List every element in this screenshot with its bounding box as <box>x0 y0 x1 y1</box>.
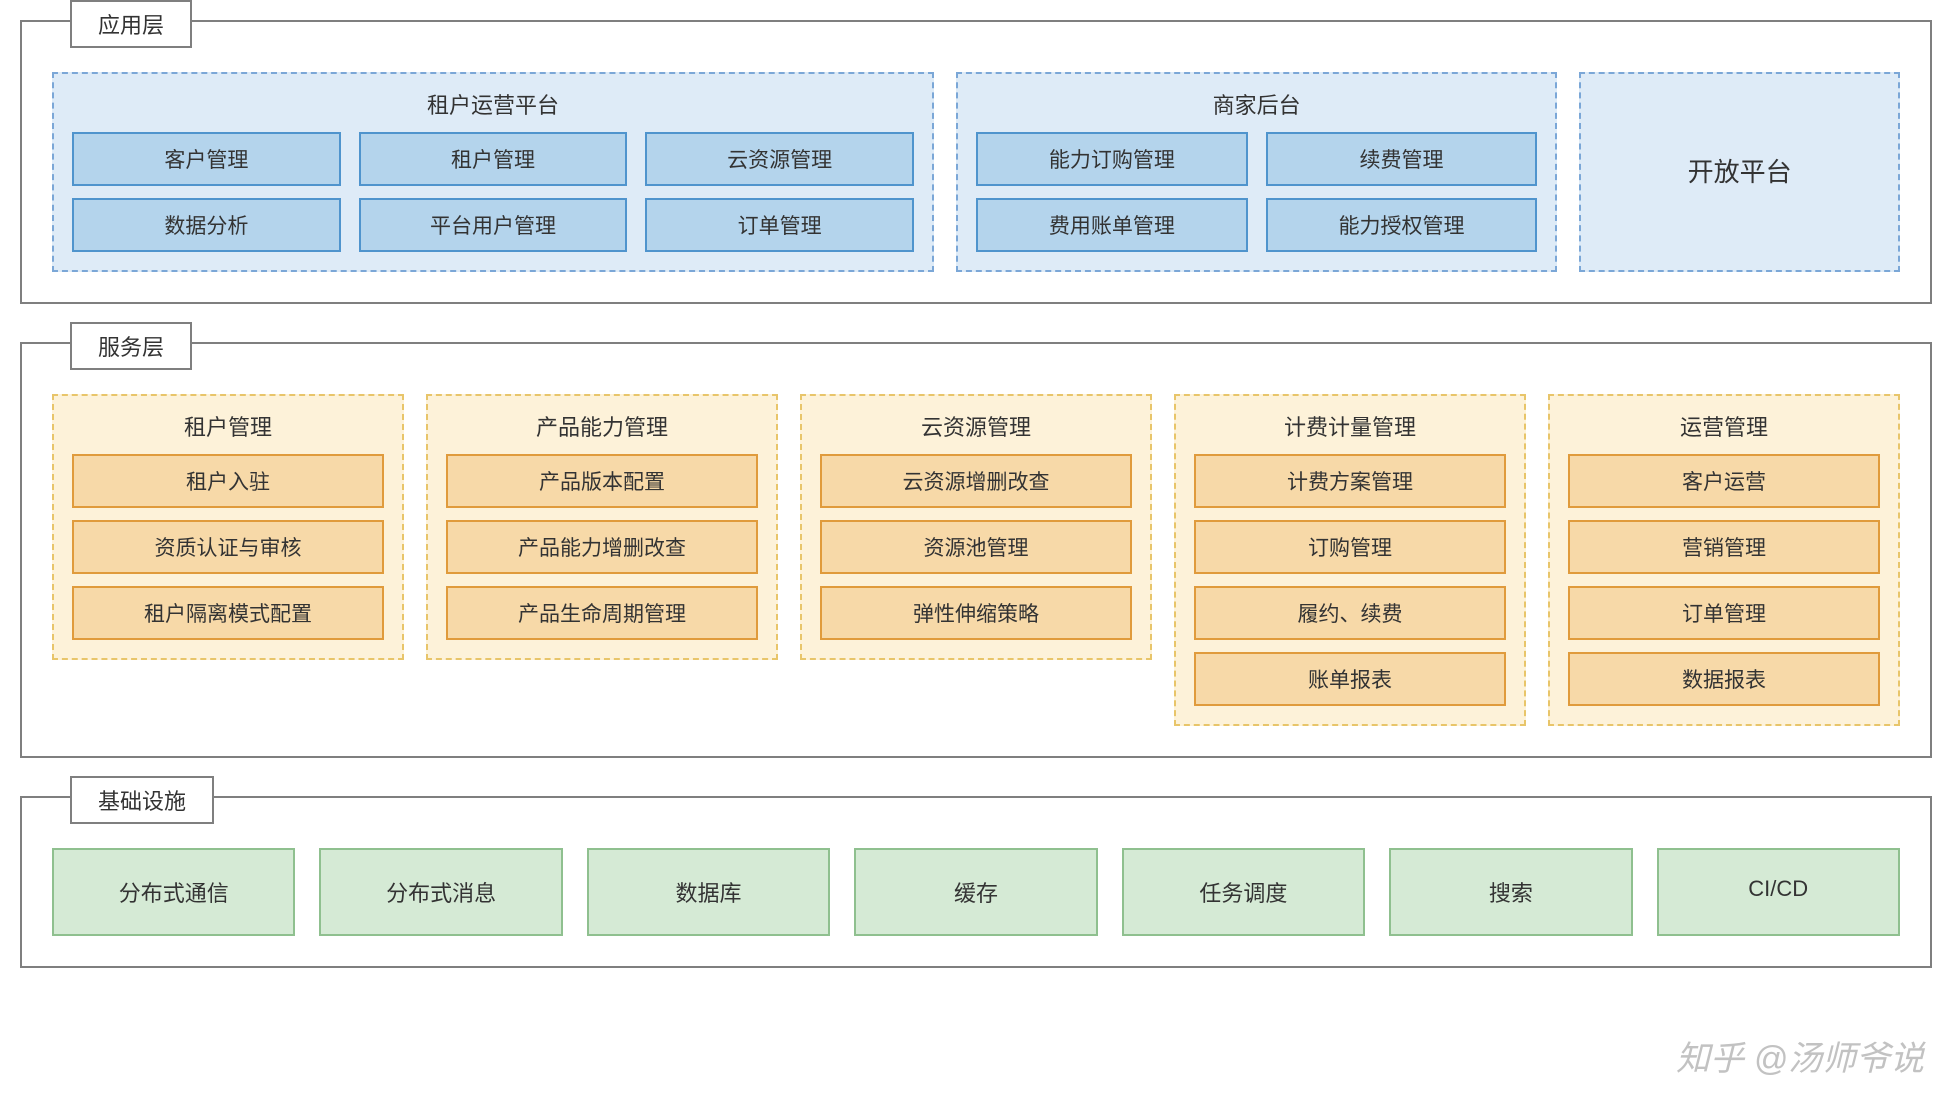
app-cell: 能力订购管理 <box>976 132 1248 186</box>
app-cell: 数据分析 <box>72 198 341 252</box>
group-tenant-ops: 租户运营平台 客户管理 租户管理 云资源管理 数据分析 平台用户管理 订单管理 <box>52 72 934 272</box>
group-tenant-ops-title: 租户运营平台 <box>72 88 914 120</box>
group-ops-mgmt: 运营管理 客户运营 营销管理 订单管理 数据报表 <box>1548 394 1900 726</box>
group-open-platform-title: 开放平台 <box>1688 152 1792 189</box>
svc-cell: 资质认证与审核 <box>72 520 384 574</box>
group-merchant-backend: 商家后台 能力订购管理 续费管理 费用账单管理 能力授权管理 <box>956 72 1557 272</box>
infra-cell: 缓存 <box>854 848 1097 936</box>
group-merchant-backend-title: 商家后台 <box>976 88 1537 120</box>
application-groups-row: 租户运营平台 客户管理 租户管理 云资源管理 数据分析 平台用户管理 订单管理 … <box>52 72 1900 272</box>
group-billing: 计费计量管理 计费方案管理 订购管理 履约、续费 账单报表 <box>1174 394 1526 726</box>
svc-cell: 产品能力增删改查 <box>446 520 758 574</box>
service-groups-row: 租户管理 租户入驻 资质认证与审核 租户隔离模式配置 产品能力管理 产品版本配置… <box>52 394 1900 726</box>
app-cell: 租户管理 <box>359 132 628 186</box>
service-layer: 服务层 租户管理 租户入驻 资质认证与审核 租户隔离模式配置 产品能力管理 产品… <box>20 342 1932 758</box>
svc-cell: 产品生命周期管理 <box>446 586 758 640</box>
app-cell: 订单管理 <box>645 198 914 252</box>
app-cell: 费用账单管理 <box>976 198 1248 252</box>
app-cell: 平台用户管理 <box>359 198 628 252</box>
svc-cell: 订单管理 <box>1568 586 1880 640</box>
svc-cell: 云资源增删改查 <box>820 454 1132 508</box>
svc-cell: 计费方案管理 <box>1194 454 1506 508</box>
infra-cell: CI/CD <box>1657 848 1900 936</box>
app-cell: 续费管理 <box>1266 132 1538 186</box>
infra-cell: 分布式消息 <box>319 848 562 936</box>
svc-cell: 账单报表 <box>1194 652 1506 706</box>
group-billing-title: 计费计量管理 <box>1194 410 1506 442</box>
infra-cell: 数据库 <box>587 848 830 936</box>
infra-row: 分布式通信 分布式消息 数据库 缓存 任务调度 搜索 CI/CD <box>52 848 1900 936</box>
svc-cell: 弹性伸缩策略 <box>820 586 1132 640</box>
app-cell: 云资源管理 <box>645 132 914 186</box>
svc-cell: 客户运营 <box>1568 454 1880 508</box>
infra-cell: 任务调度 <box>1122 848 1365 936</box>
application-layer-label: 应用层 <box>70 0 192 48</box>
infra-layer: 基础设施 分布式通信 分布式消息 数据库 缓存 任务调度 搜索 CI/CD <box>20 796 1932 968</box>
service-layer-label: 服务层 <box>70 322 192 370</box>
group-tenant-mgmt: 租户管理 租户入驻 资质认证与审核 租户隔离模式配置 <box>52 394 404 660</box>
svc-cell: 订购管理 <box>1194 520 1506 574</box>
group-cloud-res: 云资源管理 云资源增删改查 资源池管理 弹性伸缩策略 <box>800 394 1152 660</box>
svc-cell: 产品版本配置 <box>446 454 758 508</box>
svc-cell: 营销管理 <box>1568 520 1880 574</box>
application-layer: 应用层 租户运营平台 客户管理 租户管理 云资源管理 数据分析 平台用户管理 订… <box>20 20 1932 304</box>
group-product-cap-title: 产品能力管理 <box>446 410 758 442</box>
svc-cell: 数据报表 <box>1568 652 1880 706</box>
svc-cell: 履约、续费 <box>1194 586 1506 640</box>
infra-cell: 分布式通信 <box>52 848 295 936</box>
app-cell: 能力授权管理 <box>1266 198 1538 252</box>
group-tenant-mgmt-title: 租户管理 <box>72 410 384 442</box>
watermark: 知乎 @汤师爷说 <box>1676 1031 1924 1080</box>
infra-layer-label: 基础设施 <box>70 776 214 824</box>
svc-cell: 租户隔离模式配置 <box>72 586 384 640</box>
group-product-cap: 产品能力管理 产品版本配置 产品能力增删改查 产品生命周期管理 <box>426 394 778 660</box>
infra-cell: 搜索 <box>1389 848 1632 936</box>
svc-cell: 资源池管理 <box>820 520 1132 574</box>
svc-cell: 租户入驻 <box>72 454 384 508</box>
app-cell: 客户管理 <box>72 132 341 186</box>
group-open-platform: 开放平台 <box>1579 72 1900 272</box>
group-ops-mgmt-title: 运营管理 <box>1568 410 1880 442</box>
group-cloud-res-title: 云资源管理 <box>820 410 1132 442</box>
